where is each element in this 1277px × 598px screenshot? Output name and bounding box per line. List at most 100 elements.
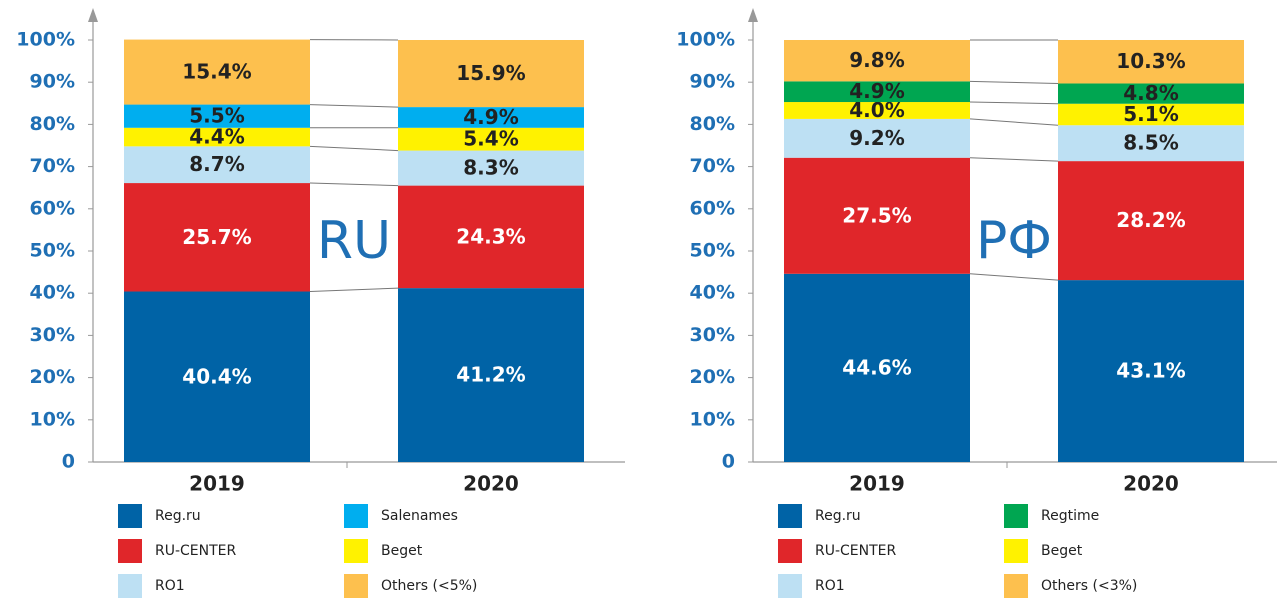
y-tick-label: 30% xyxy=(30,324,75,346)
legend-swatch xyxy=(118,574,142,598)
bar-segment xyxy=(398,288,584,462)
bar-segment xyxy=(124,146,310,184)
legend-label: RO1 xyxy=(155,578,185,594)
legend-swatch xyxy=(1004,574,1028,598)
y-tick-label: 0 xyxy=(722,451,735,473)
bar-segment xyxy=(784,102,970,119)
y-tick-label: 40% xyxy=(30,282,75,304)
value-label: 24.3% xyxy=(456,224,525,248)
y-tick-label: 0 xyxy=(62,451,75,473)
x-tick-label: 2019 xyxy=(849,472,905,496)
value-label: 4.4% xyxy=(189,125,244,149)
connector xyxy=(969,118,1059,126)
bar-segment xyxy=(1058,161,1244,281)
legend-label: Others (<3%) xyxy=(1041,578,1137,594)
y-tick-label: 100% xyxy=(16,29,75,51)
bar-segment xyxy=(398,185,584,289)
value-label: 10.3% xyxy=(1116,49,1185,73)
legend-swatch xyxy=(344,574,368,598)
bar-segment xyxy=(1058,83,1244,104)
y-tick-label: 50% xyxy=(690,240,735,262)
y-tick-label: 10% xyxy=(30,408,75,430)
value-label: 5.4% xyxy=(463,127,518,151)
connector xyxy=(309,182,399,187)
annotation: RU xyxy=(317,211,391,271)
legend-label: Beget xyxy=(1041,543,1083,559)
bar-segment xyxy=(1058,40,1244,84)
bar-segment xyxy=(124,127,310,147)
connector xyxy=(969,157,1059,162)
legend-swatch xyxy=(778,504,802,528)
y-tick-label: 60% xyxy=(690,197,735,219)
legend-swatch xyxy=(778,539,802,563)
y-tick-label: 70% xyxy=(30,155,75,177)
y-tick-label: 10% xyxy=(690,408,735,430)
connector xyxy=(309,287,399,293)
value-label: 8.7% xyxy=(189,152,244,176)
y-tick-label: 60% xyxy=(30,197,75,219)
y-tick-label: 20% xyxy=(690,366,735,388)
x-tick-label: 2020 xyxy=(463,472,519,496)
bar-segment xyxy=(784,40,970,82)
connector xyxy=(309,145,399,152)
y-tick-label: 70% xyxy=(690,155,735,177)
legend-label: Reg.ru xyxy=(155,508,201,524)
value-label: 41.2% xyxy=(456,363,525,387)
y-tick-label: 80% xyxy=(30,113,75,135)
y-tick-label: 20% xyxy=(30,366,75,388)
connector xyxy=(969,273,1059,281)
x-tick-label: 2019 xyxy=(189,472,245,496)
y-tick-label: 90% xyxy=(30,71,75,93)
y-tick-label: 100% xyxy=(676,29,735,51)
value-label: 27.5% xyxy=(842,203,911,227)
value-label: 43.1% xyxy=(1116,359,1185,383)
y-tick-label: 50% xyxy=(30,240,75,262)
connector xyxy=(309,104,399,108)
bar-segment xyxy=(784,81,970,103)
value-label: 40.4% xyxy=(182,364,251,388)
legend-swatch xyxy=(1004,504,1028,528)
bar-segment xyxy=(398,150,584,186)
value-label: 15.4% xyxy=(182,60,251,84)
bar-segment xyxy=(124,291,310,462)
value-label: 9.2% xyxy=(849,126,904,150)
connector xyxy=(969,101,1059,105)
value-label: 25.7% xyxy=(182,225,251,249)
value-label: 4.9% xyxy=(849,79,904,103)
value-label: 15.9% xyxy=(456,61,525,85)
legend-label: Others (<5%) xyxy=(381,578,477,594)
legend-label: Regtime xyxy=(1041,508,1099,524)
bar-segment xyxy=(1058,280,1244,462)
bar-segment xyxy=(398,127,584,151)
bar-segment xyxy=(124,183,310,292)
value-label: 9.8% xyxy=(849,48,904,72)
legend-swatch xyxy=(1004,539,1028,563)
value-label: 4.8% xyxy=(1123,81,1178,105)
axis-arrow xyxy=(748,8,758,22)
value-label: 28.2% xyxy=(1116,208,1185,232)
legend-label: Salenames xyxy=(381,508,458,524)
y-tick-label: 80% xyxy=(690,113,735,135)
value-label: 8.5% xyxy=(1123,131,1178,155)
legend-swatch xyxy=(344,504,368,528)
legend-swatch xyxy=(118,539,142,563)
legend-label: RU-CENTER xyxy=(815,543,897,559)
bar-segment xyxy=(124,104,310,128)
annotation: РФ xyxy=(976,211,1052,271)
bar-segment xyxy=(784,157,970,274)
legend-label: RO1 xyxy=(815,578,845,594)
connector xyxy=(969,80,1059,84)
legend-label: Reg.ru xyxy=(815,508,861,524)
y-tick-label: 90% xyxy=(690,71,735,93)
bar-segment xyxy=(124,39,310,105)
legend-swatch xyxy=(778,574,802,598)
bar-segment xyxy=(784,118,970,158)
legend-swatch xyxy=(344,539,368,563)
y-tick-label: 30% xyxy=(690,324,735,346)
bar-segment xyxy=(1058,125,1244,162)
value-label: 8.3% xyxy=(463,156,518,180)
value-label: 4.9% xyxy=(463,105,518,129)
value-label: 44.6% xyxy=(842,355,911,379)
legend-label: RU-CENTER xyxy=(155,543,237,559)
y-tick-label: 40% xyxy=(690,282,735,304)
